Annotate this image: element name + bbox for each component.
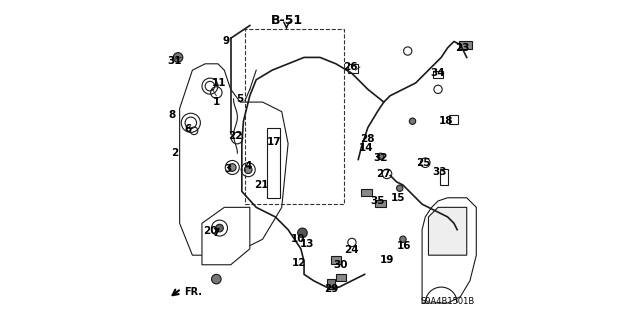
Text: 23: 23 xyxy=(454,43,469,53)
Text: 12: 12 xyxy=(292,258,307,268)
Bar xyxy=(268,128,280,198)
Text: 14: 14 xyxy=(359,143,374,153)
Circle shape xyxy=(173,53,183,62)
Text: 27: 27 xyxy=(376,169,391,179)
Bar xyxy=(331,256,340,264)
Text: 5: 5 xyxy=(237,94,244,104)
Text: 21: 21 xyxy=(253,180,268,190)
Text: 22: 22 xyxy=(228,130,243,141)
Text: 32: 32 xyxy=(373,153,388,163)
Text: 34: 34 xyxy=(431,68,445,78)
Text: 30: 30 xyxy=(333,260,348,270)
Circle shape xyxy=(244,166,252,174)
Text: 24: 24 xyxy=(344,245,359,256)
Bar xyxy=(336,274,346,281)
Text: FR.: FR. xyxy=(184,287,202,297)
Text: 3: 3 xyxy=(224,164,231,174)
Circle shape xyxy=(378,153,384,160)
Text: B-51: B-51 xyxy=(271,14,303,27)
Text: 17: 17 xyxy=(266,137,281,147)
Text: 10: 10 xyxy=(291,234,305,244)
Text: 29: 29 xyxy=(324,284,339,294)
Polygon shape xyxy=(202,207,250,265)
Text: 6: 6 xyxy=(184,124,191,134)
Text: 20: 20 xyxy=(203,226,217,236)
Circle shape xyxy=(410,118,416,124)
Text: 16: 16 xyxy=(397,241,412,251)
Circle shape xyxy=(212,274,221,284)
Bar xyxy=(327,279,335,289)
Circle shape xyxy=(400,236,406,242)
Text: 1: 1 xyxy=(212,97,220,107)
Polygon shape xyxy=(428,207,467,255)
Bar xyxy=(459,41,472,49)
Text: 13: 13 xyxy=(300,239,314,249)
Text: 7: 7 xyxy=(212,228,220,238)
Text: 8: 8 xyxy=(168,110,175,120)
Circle shape xyxy=(298,228,307,238)
Text: 11: 11 xyxy=(212,78,227,88)
Text: 33: 33 xyxy=(433,167,447,177)
Text: 19: 19 xyxy=(380,255,394,265)
Text: 25: 25 xyxy=(417,158,431,168)
Polygon shape xyxy=(180,64,288,255)
Text: 26: 26 xyxy=(343,62,358,72)
Circle shape xyxy=(397,185,403,191)
Polygon shape xyxy=(422,198,476,303)
Bar xyxy=(348,64,358,73)
Circle shape xyxy=(216,224,223,232)
Text: 18: 18 xyxy=(439,116,453,126)
Text: S9A4B1501B: S9A4B1501B xyxy=(420,297,475,306)
Bar xyxy=(449,115,458,124)
Text: 15: 15 xyxy=(391,193,405,203)
Text: 4: 4 xyxy=(244,161,252,171)
Text: 28: 28 xyxy=(360,134,375,144)
Bar xyxy=(245,29,344,204)
Text: 31: 31 xyxy=(168,56,182,66)
Text: 2: 2 xyxy=(172,148,179,158)
Bar xyxy=(433,71,443,78)
Bar xyxy=(440,169,447,185)
Text: 35: 35 xyxy=(370,196,385,206)
Text: 9: 9 xyxy=(222,36,230,47)
Bar xyxy=(375,200,387,207)
Circle shape xyxy=(228,164,236,171)
Bar xyxy=(360,189,372,196)
